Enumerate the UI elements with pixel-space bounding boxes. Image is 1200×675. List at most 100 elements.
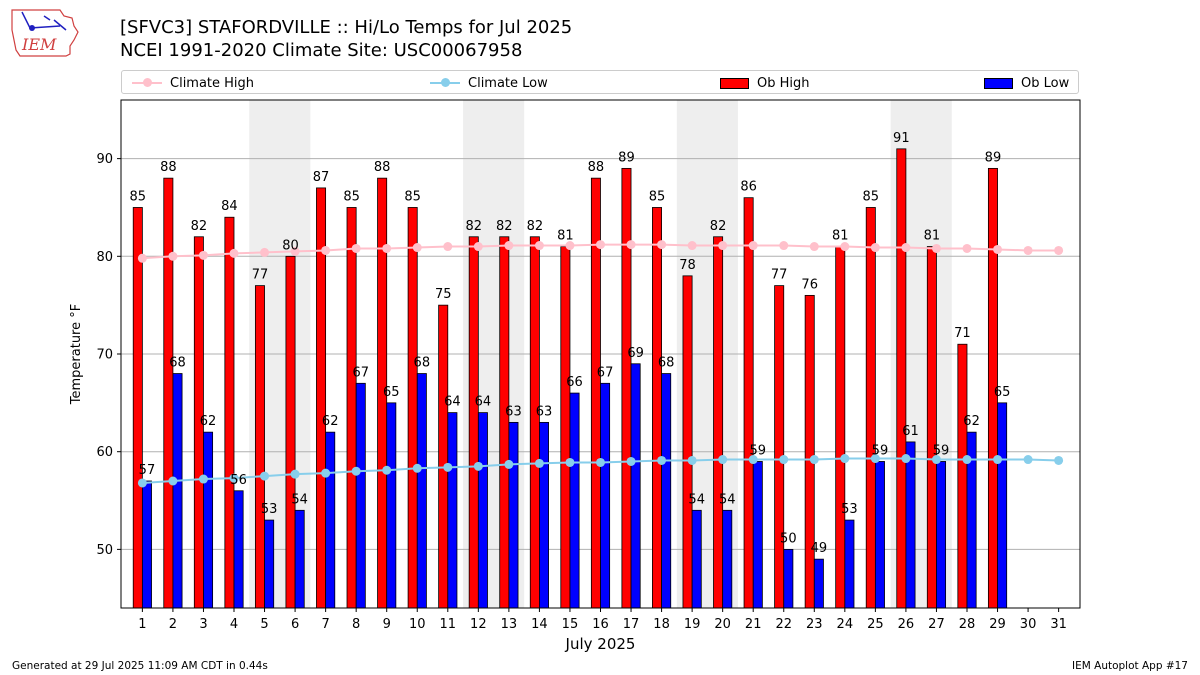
ob-low-label: 62 xyxy=(963,414,980,429)
climate-low-point xyxy=(687,455,697,465)
ob-low-bar xyxy=(447,412,458,609)
ob-high-bar xyxy=(407,207,418,609)
climate-low-point xyxy=(779,455,789,465)
ob-high-label: 84 xyxy=(221,199,238,214)
ob-low-bar xyxy=(661,373,672,609)
ob-high-bar xyxy=(652,207,662,609)
ob-high-bar xyxy=(713,236,724,609)
ob-high-bar xyxy=(957,343,968,609)
climate-low-point xyxy=(290,469,300,479)
ob-low-label: 63 xyxy=(505,404,522,419)
climate-low-point xyxy=(443,462,453,472)
x-tick-label: 10 xyxy=(409,617,426,632)
climate-high-point xyxy=(534,241,544,251)
climate-high-point xyxy=(657,240,667,250)
climate-high-point xyxy=(1054,245,1064,255)
ob-high-bar xyxy=(529,236,540,609)
x-tick-label: 24 xyxy=(837,617,854,632)
climate-low-point xyxy=(809,455,819,465)
ob-high-label: 78 xyxy=(679,258,696,273)
climate-low-point xyxy=(382,465,392,475)
x-tick-label: 25 xyxy=(867,617,884,632)
ob-low-bar xyxy=(691,509,702,609)
ob-low-label: 65 xyxy=(994,385,1011,400)
ob-low-label: 67 xyxy=(352,365,369,380)
ob-high-label: 81 xyxy=(924,229,941,244)
ob-low-label: 54 xyxy=(688,492,705,507)
x-tick-label: 21 xyxy=(745,617,762,632)
x-tick-label: 4 xyxy=(230,617,238,632)
climate-low-point xyxy=(931,455,941,465)
ob-high-label: 85 xyxy=(649,189,666,204)
climate-low-point xyxy=(870,454,880,464)
ob-low-label: 56 xyxy=(230,473,247,488)
ob-low-label: 59 xyxy=(750,443,767,458)
ob-high-label: 91 xyxy=(893,131,910,146)
x-tick-label: 3 xyxy=(199,617,207,632)
x-tick-label: 23 xyxy=(806,617,823,632)
ob-high-label: 85 xyxy=(404,189,421,204)
climate-high-point xyxy=(168,251,178,261)
ob-high-label: 77 xyxy=(252,268,269,283)
ob-low-label: 53 xyxy=(261,502,278,517)
x-tick-label: 29 xyxy=(989,617,1006,632)
y-tick-label: 80 xyxy=(96,250,113,265)
x-tick-label: 17 xyxy=(623,617,640,632)
climate-high-point xyxy=(412,243,422,253)
x-tick-label: 27 xyxy=(928,617,945,632)
x-tick-label: 20 xyxy=(714,617,731,632)
climate-low-point xyxy=(962,455,972,465)
ob-high-label: 88 xyxy=(160,160,177,175)
ob-low-bar xyxy=(477,412,488,609)
ob-low-swatch xyxy=(984,77,1013,89)
climate-high-point xyxy=(504,241,514,251)
climate-high-point xyxy=(931,243,941,253)
iem-logo-text: IEM xyxy=(21,35,57,54)
ob-high-bar xyxy=(163,177,174,609)
ob-low-label: 62 xyxy=(322,414,339,429)
x-axis-label: July 2025 xyxy=(565,635,636,653)
climate-low-point xyxy=(993,455,1003,465)
legend-label-climate-low: Climate Low xyxy=(468,75,548,91)
climate-high-point xyxy=(1023,245,1033,255)
x-tick-label: 19 xyxy=(684,617,701,632)
ob-low-bar xyxy=(600,382,611,609)
iem-logo: IEM xyxy=(11,9,79,57)
climate-low-point xyxy=(626,456,636,466)
x-tick-label: 9 xyxy=(383,617,391,632)
x-tick-label: 16 xyxy=(592,617,609,632)
legend-label-ob-low: Ob Low xyxy=(1021,75,1070,91)
ob-high-bar xyxy=(285,255,296,609)
ob-low-bar xyxy=(508,421,519,609)
x-tick-label: 30 xyxy=(1020,617,1037,632)
climate-low-point xyxy=(168,476,178,486)
climate-high-point xyxy=(260,247,270,257)
climate-low-point xyxy=(198,474,208,484)
climate-low-point xyxy=(1023,455,1033,465)
climate-low-point xyxy=(137,478,147,488)
ob-low-label: 49 xyxy=(811,541,828,556)
ob-low-bar xyxy=(203,431,214,609)
ob-high-bar xyxy=(804,294,815,609)
climate-high-point xyxy=(229,248,239,258)
climate-low-point xyxy=(412,463,422,473)
legend-label-ob-high: Ob High xyxy=(757,75,810,91)
ob-high-label: 82 xyxy=(710,219,727,234)
ob-low-label: 61 xyxy=(902,424,919,439)
ob-low-label: 54 xyxy=(291,492,308,507)
x-tick-label: 12 xyxy=(470,617,487,632)
legend-item-climate-high: Climate High xyxy=(132,74,254,92)
climate-high-point xyxy=(351,243,361,253)
ob-high-label: 82 xyxy=(527,219,544,234)
ob-low-bar xyxy=(752,461,763,609)
ob-high-label: 76 xyxy=(801,277,818,292)
ob-high-bar xyxy=(132,207,143,609)
x-tick-label: 2 xyxy=(169,617,177,632)
x-tick-label: 6 xyxy=(291,617,299,632)
ob-low-label: 57 xyxy=(139,463,156,478)
ob-low-bar xyxy=(539,421,549,609)
ob-low-bar xyxy=(813,558,824,609)
climate-low-point xyxy=(473,461,483,471)
x-tick-label: 14 xyxy=(531,617,548,632)
ob-low-label: 64 xyxy=(444,395,461,410)
